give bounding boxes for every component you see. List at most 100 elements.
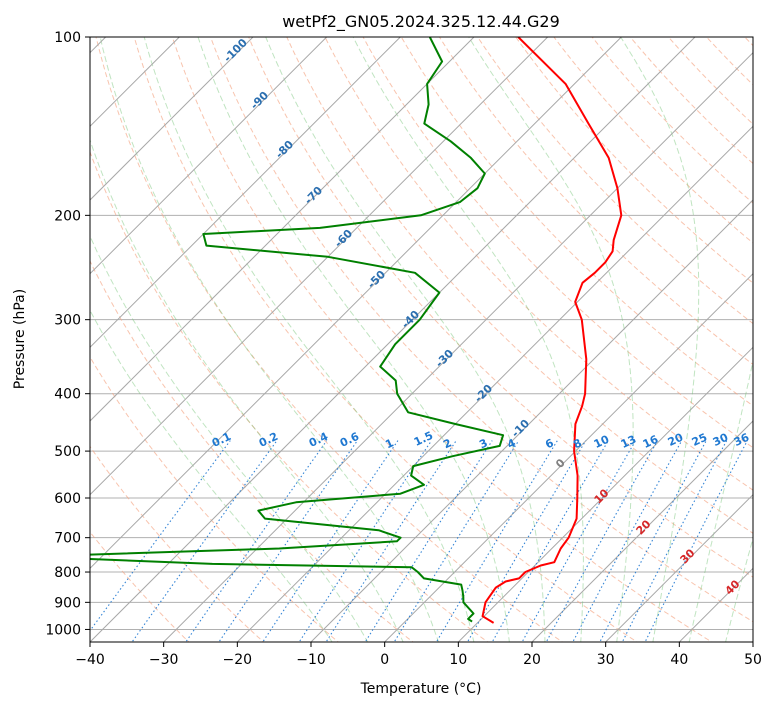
mixing-ratio-line [521,440,637,642]
mixing-ratio-label: 30 [711,431,731,449]
dry-adiabat [90,445,265,642]
mixing-ratio-line [364,440,493,642]
mixing-ratio-label: 6 [543,436,556,451]
x-tick-label: −30 [149,652,179,668]
moist-adiabat-labels: -100 -90 -80 -70 -60 -50 -40 -30 -20 -10… [221,36,568,471]
dry-adiabat [248,37,753,578]
dry-adiabat [438,37,753,366]
isotherm [457,346,753,642]
mixing-ratio-label: 2 [441,436,453,451]
moist-label: -20 [472,382,495,405]
moist-label: -90 [248,89,271,112]
moist-label: -100 [221,36,250,65]
mixing-ratio-line [262,440,399,642]
moist-adiabat [90,138,404,642]
moist-label: -10 [509,417,532,440]
y-tick-label: 700 [54,531,81,547]
moist-label: -80 [273,138,296,161]
y-tick-label: 900 [54,595,81,611]
y-axis-ticks: 100 200 300 400 500 600 700 800 900 1000 [45,30,90,638]
wetbulb-label: 30 [678,546,698,566]
temperature-line [481,37,623,624]
moist-label: -70 [302,184,325,207]
mixing-ratio-line [572,440,683,642]
dry-adiabats [90,37,753,642]
wetbulb-label: 10 [592,486,612,506]
moist-label: -40 [399,308,422,331]
x-axis-ticks: −40 −30 −20 −10 0 10 20 30 40 50 [75,642,762,668]
mixing-ratio-line [185,440,328,642]
y-tick-label: 500 [54,444,81,460]
moist-adiabat [725,536,753,642]
y-axis-label: Pressure (hPa) [12,289,28,389]
moist-label: -60 [332,227,355,250]
dry-adiabat [90,531,190,642]
mixing-ratio-lines [90,440,748,642]
mixing-ratio-line [90,440,231,632]
mixing-ratio-label: 0.6 [338,430,361,450]
dry-adiabat [95,37,564,642]
moist-adiabat [688,358,753,642]
isopleth-labels: -100 -90 -80 -70 -60 -50 -40 -30 -20 -10… [210,36,752,598]
mixing-ratio-label: 0.1 [210,430,233,450]
dry-adiabat [324,37,753,491]
moist-adiabat [197,37,510,642]
sounding-series [90,37,623,624]
dry-adiabat [515,37,753,284]
moist-label: 0 [553,456,568,471]
mixing-ratio-line [491,440,609,642]
mixing-ratio-label: 1.5 [412,429,435,449]
mixing-ratio-label: 20 [666,431,686,449]
isotherm [90,37,475,422]
chart-title: wetPf2_GN05.2024.325.12.44.G29 [282,12,560,32]
mixing-ratio-line [298,440,432,642]
mixing-ratio-line [393,440,520,642]
isotherms [90,37,753,642]
mixing-ratio-line [325,440,457,642]
isotherm [163,51,753,642]
y-tick-label: 1000 [45,622,81,638]
isotherm [90,37,696,642]
dewpoint-line [90,37,505,623]
mixing-ratio-label: 0.2 [257,430,280,450]
mixing-ratio-line [599,440,707,642]
dry-adiabat [362,37,753,449]
dry-adiabat [90,259,414,642]
isotherm [531,420,753,642]
y-tick-label: 100 [54,30,81,46]
pressure-gridlines [90,37,753,630]
isotherm [678,567,753,642]
mixing-ratio-label: 8 [571,436,583,451]
isotherm [384,272,753,642]
isotherm [90,37,622,570]
plot-frame [89,36,754,643]
mixing-ratio-label: 36 [732,431,752,449]
dry-adiabat [171,37,713,642]
x-tick-label: 20 [523,652,541,668]
x-axis-label: Temperature (°C) [360,681,482,697]
moist-adiabat [265,37,546,642]
isotherm [752,641,753,642]
dry-adiabat [629,37,753,165]
x-tick-label: 40 [670,652,688,668]
x-tick-label: 50 [744,652,762,668]
dry-adiabat [744,37,753,47]
y-tick-label: 200 [54,208,81,224]
dry-adiabat [705,37,753,86]
mixing-ratio-label: 25 [690,431,709,449]
mixing-ratio-line [545,440,659,642]
isotherm [90,37,401,349]
isotherm [236,125,753,642]
y-tick-label: 300 [54,313,81,329]
plot-area [90,37,753,642]
moist-adiabats [90,37,753,642]
moist-adiabat [352,37,584,642]
mixing-ratio-label: 13 [619,433,638,451]
dry-adiabat [591,37,753,204]
x-tick-label: −10 [296,652,326,668]
isotherm [90,37,328,275]
x-tick-label: −40 [75,652,105,668]
moist-adiabat [468,37,634,642]
mixing-ratio-label: 10 [592,433,612,451]
